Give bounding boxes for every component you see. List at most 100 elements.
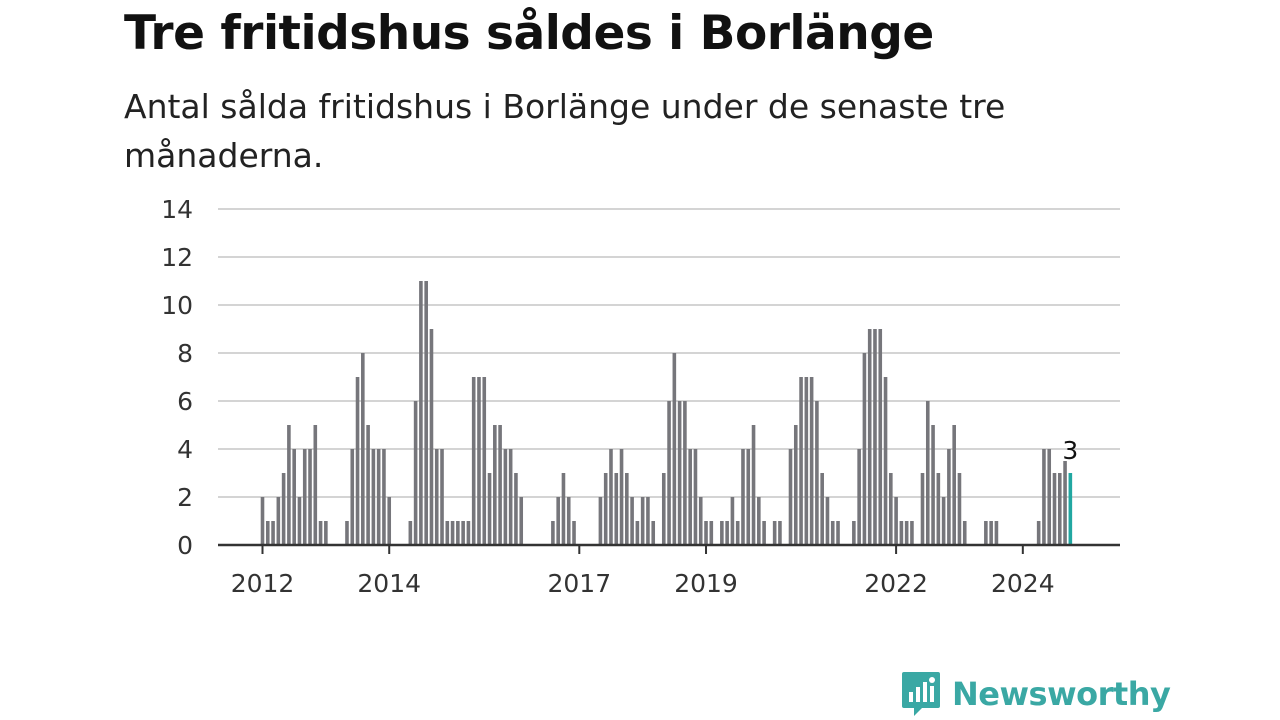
bar xyxy=(809,377,814,545)
bar xyxy=(825,497,830,545)
bar xyxy=(867,329,872,545)
bar xyxy=(297,497,302,545)
bar xyxy=(561,473,566,545)
bar xyxy=(603,473,608,545)
axes xyxy=(218,543,1120,554)
bar xyxy=(751,425,756,545)
bar xyxy=(1047,449,1052,545)
bar xyxy=(1052,473,1057,545)
bar xyxy=(952,425,956,545)
bar xyxy=(741,449,745,545)
bar xyxy=(324,521,328,545)
bar xyxy=(820,473,824,545)
y-tick-label: 4 xyxy=(177,435,193,464)
x-tick-label: 2022 xyxy=(864,569,928,598)
bar xyxy=(265,521,270,545)
x-tick-label: 2024 xyxy=(991,569,1055,598)
bar xyxy=(408,521,413,545)
bar xyxy=(677,401,682,545)
x-tick-label: 2019 xyxy=(674,569,738,598)
bar xyxy=(852,521,856,545)
bar xyxy=(419,281,423,545)
bar xyxy=(894,497,898,545)
bar xyxy=(962,521,967,545)
bar xyxy=(730,497,735,545)
chart-subtitle: Antal sålda fritidshus i Borlänge under … xyxy=(124,87,1006,175)
bar xyxy=(878,329,883,545)
bar xyxy=(725,521,729,545)
bar xyxy=(1036,521,1041,545)
bar xyxy=(292,449,296,545)
bar xyxy=(276,497,281,545)
bar xyxy=(434,449,439,545)
bar xyxy=(477,377,481,545)
bar xyxy=(302,449,307,545)
bar xyxy=(413,401,418,545)
bar xyxy=(757,497,761,545)
bar xyxy=(1063,461,1067,545)
bar xyxy=(693,449,698,545)
bar xyxy=(804,377,809,545)
bar xyxy=(350,449,355,545)
bar xyxy=(630,497,634,545)
bar xyxy=(487,473,492,545)
bar xyxy=(709,521,714,545)
bar xyxy=(508,449,513,545)
bar-chart: 0 2 4 6 8 10 12 14 2012 2014 2017 2019 2022 2024 3 xyxy=(161,195,1120,598)
bar xyxy=(382,449,386,545)
bar xyxy=(519,497,524,545)
bar xyxy=(920,473,925,545)
bar xyxy=(471,377,476,545)
chart-title: Tre fritidshus såldes i Borlänge xyxy=(124,6,934,61)
bar xyxy=(625,473,629,545)
bar xyxy=(772,521,777,545)
bar xyxy=(720,521,724,545)
bar xyxy=(355,377,360,545)
bar xyxy=(947,449,951,545)
bar xyxy=(704,521,708,545)
bar xyxy=(778,521,782,545)
bar xyxy=(799,377,803,545)
bar xyxy=(672,353,677,545)
bar xyxy=(371,449,376,545)
bar xyxy=(957,473,962,545)
y-tick-label: 0 xyxy=(177,531,193,560)
bar xyxy=(366,425,370,545)
bar xyxy=(883,377,888,545)
y-tick-label: 12 xyxy=(161,243,193,272)
bar xyxy=(609,449,613,545)
bar xyxy=(640,497,645,545)
bar xyxy=(688,449,692,545)
bar xyxy=(313,425,318,545)
bar xyxy=(683,401,687,545)
bar xyxy=(493,425,497,545)
labels: 0 2 4 6 8 10 12 14 2012 2014 2017 2019 2022 2024 3 xyxy=(161,195,1078,598)
bar xyxy=(456,521,460,545)
y-tick-label: 6 xyxy=(177,387,193,416)
bar-highlight xyxy=(1068,473,1073,545)
x-tick-label: 2012 xyxy=(231,569,295,598)
bar xyxy=(815,401,819,545)
bar xyxy=(889,473,893,545)
bar xyxy=(830,521,835,545)
bar xyxy=(271,521,275,545)
bar xyxy=(281,473,286,545)
bar xyxy=(376,449,381,545)
bar xyxy=(646,497,650,545)
bar xyxy=(857,449,861,545)
bar xyxy=(635,521,640,545)
bar xyxy=(762,521,766,545)
bar xyxy=(873,329,877,545)
bar xyxy=(1057,473,1062,545)
bar xyxy=(551,521,555,545)
bar xyxy=(793,425,798,545)
bar xyxy=(466,521,471,545)
bars xyxy=(260,281,1073,545)
bar xyxy=(910,521,914,545)
bar xyxy=(498,425,502,545)
bar xyxy=(904,521,909,545)
bar xyxy=(429,329,434,545)
bar xyxy=(440,449,444,545)
brand-name: Newsworthy xyxy=(952,675,1171,713)
brand-logo: Newsworthy xyxy=(900,668,1171,720)
